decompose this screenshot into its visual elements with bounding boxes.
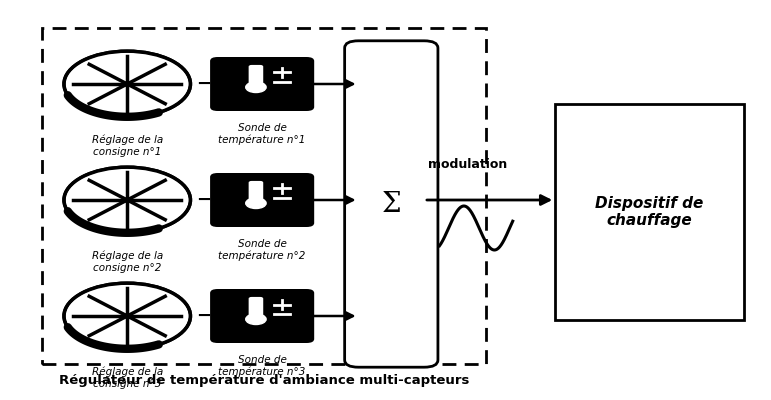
Text: Réglage de la
consigne n°3: Réglage de la consigne n°3 [92,367,163,389]
Circle shape [123,82,131,86]
Text: Σ: Σ [382,190,401,218]
Circle shape [246,82,266,92]
Text: −: − [197,75,212,93]
Text: Sonde de
température n°2: Sonde de température n°2 [218,239,306,261]
Circle shape [66,284,189,348]
FancyBboxPatch shape [345,41,438,367]
Bar [555,104,744,320]
Circle shape [66,168,189,232]
FancyBboxPatch shape [210,289,315,343]
Circle shape [123,314,131,318]
Text: Régulateur de température d'ambiance multi-capteurs: Régulateur de température d'ambiance mul… [59,374,470,387]
Text: Réglage de la
consigne n°2: Réglage de la consigne n°2 [92,251,163,273]
Text: Sonde de
température n°3: Sonde de température n°3 [218,355,306,377]
Text: −: − [197,307,212,325]
Circle shape [66,52,189,116]
Circle shape [123,198,131,202]
Circle shape [246,198,266,208]
FancyBboxPatch shape [210,173,315,227]
FancyBboxPatch shape [248,297,263,320]
Text: modulation: modulation [428,158,507,170]
Circle shape [246,314,266,324]
FancyBboxPatch shape [210,57,315,111]
Text: Sonde de
température n°1: Sonde de température n°1 [218,123,306,145]
Text: −: − [197,191,212,209]
FancyBboxPatch shape [248,65,263,88]
Text: Dispositif de
chauffage: Dispositif de chauffage [595,196,704,228]
FancyBboxPatch shape [248,181,263,204]
Bar [42,28,486,364]
Text: Réglage de la
consigne n°1: Réglage de la consigne n°1 [92,135,163,157]
